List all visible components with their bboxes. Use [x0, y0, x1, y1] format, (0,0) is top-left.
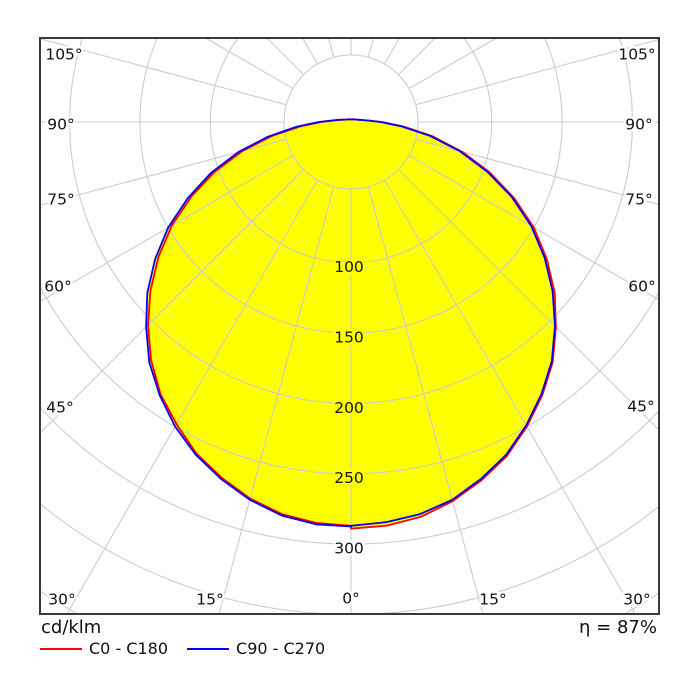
polar-grid-spoke — [39, 169, 304, 435]
radial-tick-label: 200 — [334, 399, 364, 417]
legend-item-c0-c180: C0 - C180 — [40, 639, 168, 658]
polar-grid-spoke — [327, 37, 335, 58]
angle-tick-label: 45° — [46, 398, 73, 416]
radial-tick-label: 250 — [334, 469, 364, 487]
chart-frame — [39, 37, 660, 615]
angle-tick-label: 105° — [618, 45, 655, 63]
angle-tick-label: 15° — [196, 590, 223, 608]
angle-tick-label: 90° — [47, 115, 74, 133]
legend-line-red — [40, 647, 82, 650]
units-label: cd/klm — [41, 617, 102, 638]
polar-grid-spoke — [408, 155, 660, 302]
angle-tick-label: 0° — [342, 589, 360, 607]
polar-grid-spoke — [384, 179, 637, 615]
polar-grid-spoke — [39, 138, 287, 207]
polar-grid-spoke — [398, 169, 660, 432]
legend-item-c90-c270: C90 - C270 — [187, 639, 325, 658]
angle-tick-label: 105° — [45, 45, 82, 63]
angle-tick-label: 75° — [47, 190, 74, 208]
radial-tick-label: 300 — [334, 540, 364, 558]
polar-grid-spoke — [39, 37, 287, 106]
legend-line-blue — [187, 647, 230, 650]
angle-tick-label: 30° — [48, 590, 75, 608]
polar-grid-spoke — [415, 138, 660, 206]
polar-grid-spoke — [367, 186, 484, 615]
angle-tick-label: 45° — [627, 397, 654, 415]
polar-grid-spoke — [367, 37, 375, 58]
legend-label-c90-c270: C90 - C270 — [236, 639, 326, 658]
angle-tick-label: 75° — [625, 190, 652, 208]
radial-tick-label: 150 — [334, 328, 364, 346]
legend-label-c0-c180: C0 - C180 — [89, 639, 169, 658]
polar-grid-spoke — [218, 186, 335, 615]
curve-c90-c270 — [145, 118, 556, 528]
angle-tick-label: 60° — [44, 277, 71, 295]
polar-grid-spoke — [39, 155, 294, 303]
angle-tick-label: 60° — [628, 277, 655, 295]
polar-grid-spoke — [415, 38, 660, 106]
radial-tick-label: 100 — [334, 258, 364, 276]
angle-tick-label: 15° — [479, 590, 506, 608]
angle-tick-label: 90° — [625, 115, 652, 133]
polar-grid-spoke — [65, 179, 318, 615]
efficiency-value: η = 87% — [579, 617, 657, 638]
polar-photometric-chart: 100 150 200 250 300 105° 90° 75° 60° 45° 30° 105° 90… — [39, 37, 660, 615]
legend: C0 - C180 C90 - C270 — [40, 639, 325, 658]
angle-tick-label: 30° — [623, 590, 650, 608]
